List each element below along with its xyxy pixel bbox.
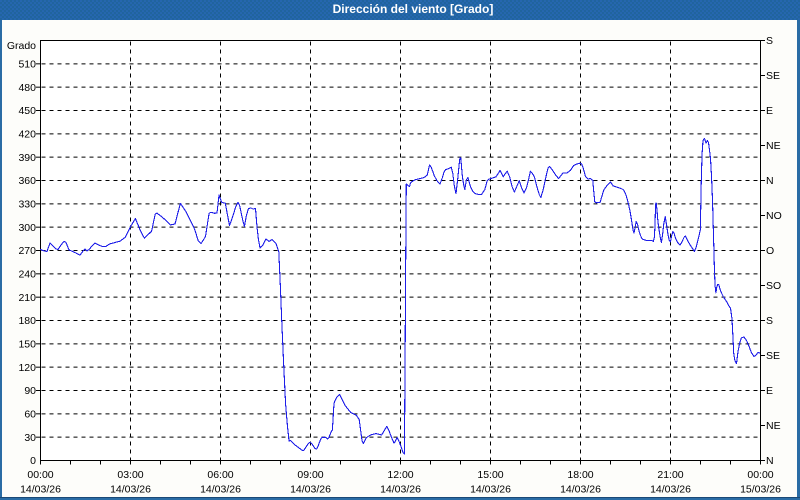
- svg-text:E: E: [766, 105, 773, 117]
- svg-text:NE: NE: [766, 140, 781, 152]
- svg-text:SE: SE: [766, 350, 780, 362]
- svg-text:15/03/26: 15/03/26: [740, 484, 781, 496]
- svg-text:S: S: [766, 35, 773, 47]
- svg-text:240: 240: [18, 268, 36, 280]
- svg-text:120: 120: [18, 362, 36, 374]
- svg-text:270: 270: [18, 245, 36, 257]
- svg-text:N: N: [766, 175, 774, 187]
- svg-text:N: N: [766, 455, 774, 467]
- svg-text:15:00: 15:00: [477, 469, 503, 481]
- svg-text:00:00: 00:00: [27, 469, 53, 481]
- svg-text:510: 510: [18, 58, 36, 70]
- svg-text:12:00: 12:00: [387, 469, 413, 481]
- svg-text:330: 330: [18, 198, 36, 210]
- svg-text:210: 210: [18, 292, 36, 304]
- svg-text:00:00: 00:00: [747, 469, 773, 481]
- svg-text:NO: NO: [766, 210, 782, 222]
- svg-text:180: 180: [18, 315, 36, 327]
- svg-text:SO: SO: [766, 280, 781, 292]
- svg-text:14/03/26: 14/03/26: [110, 484, 151, 496]
- svg-text:0: 0: [30, 455, 36, 467]
- svg-text:90: 90: [24, 385, 36, 397]
- svg-text:NE: NE: [766, 420, 781, 432]
- svg-text:Grado: Grado: [7, 40, 36, 52]
- svg-text:14/03/26: 14/03/26: [560, 484, 601, 496]
- svg-text:O: O: [766, 245, 774, 257]
- svg-text:06:00: 06:00: [207, 469, 233, 481]
- svg-text:21:00: 21:00: [657, 469, 683, 481]
- svg-text:09:00: 09:00: [297, 469, 323, 481]
- svg-text:E: E: [766, 385, 773, 397]
- svg-text:SE: SE: [766, 70, 780, 82]
- svg-text:390: 390: [18, 152, 36, 164]
- svg-text:480: 480: [18, 82, 36, 94]
- svg-text:450: 450: [18, 105, 36, 117]
- svg-text:14/03/26: 14/03/26: [650, 484, 691, 496]
- svg-text:420: 420: [18, 128, 36, 140]
- svg-text:S: S: [766, 315, 773, 327]
- svg-text:18:00: 18:00: [567, 469, 593, 481]
- svg-text:14/03/26: 14/03/26: [470, 484, 511, 496]
- svg-text:14/03/26: 14/03/26: [380, 484, 421, 496]
- svg-text:30: 30: [24, 432, 36, 444]
- svg-text:14/03/26: 14/03/26: [20, 484, 61, 496]
- svg-text:300: 300: [18, 222, 36, 234]
- svg-text:60: 60: [24, 408, 36, 420]
- svg-text:14/03/26: 14/03/26: [290, 484, 331, 496]
- svg-text:360: 360: [18, 175, 36, 187]
- svg-text:03:00: 03:00: [117, 469, 143, 481]
- svg-text:150: 150: [18, 338, 36, 350]
- svg-text:14/03/26: 14/03/26: [200, 484, 241, 496]
